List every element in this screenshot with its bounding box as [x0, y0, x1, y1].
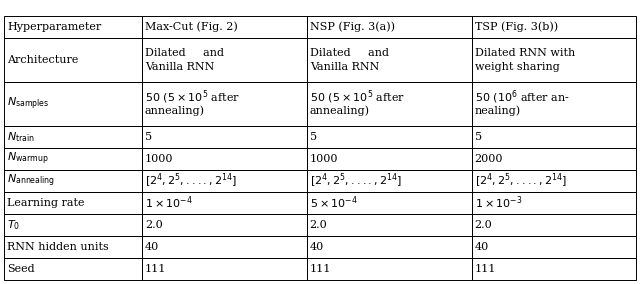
- Text: $50\ (5 \times 10^5$ after: $50\ (5 \times 10^5$ after: [310, 89, 404, 106]
- Text: NSP (Fig. 3(a)): NSP (Fig. 3(a)): [310, 22, 395, 32]
- Text: $N_{\mathrm{warmup}}$: $N_{\mathrm{warmup}}$: [7, 151, 49, 167]
- Text: Vanilla RNN: Vanilla RNN: [310, 62, 379, 72]
- Text: $N_{\mathrm{annealing}}$: $N_{\mathrm{annealing}}$: [7, 173, 55, 189]
- Bar: [307, 214, 472, 236]
- Bar: [472, 236, 636, 258]
- Bar: [4, 16, 142, 38]
- Bar: [307, 192, 472, 214]
- Bar: [4, 38, 142, 82]
- Bar: [4, 82, 142, 126]
- Bar: [142, 148, 307, 170]
- Text: 2.0: 2.0: [310, 220, 328, 230]
- Bar: [472, 258, 636, 280]
- Text: nealing): nealing): [475, 105, 521, 116]
- Text: 2000: 2000: [475, 154, 503, 164]
- Text: $50\ (5 \times 10^5$ after: $50\ (5 \times 10^5$ after: [145, 89, 240, 106]
- Bar: [142, 38, 307, 82]
- Bar: [307, 82, 472, 126]
- Text: annealing): annealing): [145, 105, 205, 116]
- Bar: [472, 214, 636, 236]
- Bar: [4, 148, 142, 170]
- Text: $T_0$: $T_0$: [7, 218, 20, 232]
- Bar: [472, 126, 636, 148]
- Bar: [472, 82, 636, 126]
- Text: RNN hidden units: RNN hidden units: [7, 242, 109, 252]
- Text: $[2^4, 2^5, ...., 2^{14}]$: $[2^4, 2^5, ...., 2^{14}]$: [310, 172, 402, 190]
- Text: $1 \times 10^{-3}$: $1 \times 10^{-3}$: [475, 195, 522, 211]
- Bar: [307, 38, 472, 82]
- Text: 40: 40: [310, 242, 324, 252]
- Text: 1000: 1000: [310, 154, 338, 164]
- Text: $5 \times 10^{-4}$: $5 \times 10^{-4}$: [310, 195, 358, 211]
- Text: Max-Cut (Fig. 2): Max-Cut (Fig. 2): [145, 22, 237, 32]
- Text: Seed: Seed: [7, 264, 35, 274]
- Text: $N_{\mathrm{samples}}$: $N_{\mathrm{samples}}$: [7, 96, 49, 112]
- Text: Dilated     and: Dilated and: [145, 48, 224, 59]
- Text: 2.0: 2.0: [475, 220, 492, 230]
- Text: 111: 111: [310, 264, 331, 274]
- Bar: [472, 170, 636, 192]
- Text: $[2^4, 2^5, ...., 2^{14}]$: $[2^4, 2^5, ...., 2^{14}]$: [145, 172, 237, 190]
- Bar: [307, 258, 472, 280]
- Text: 2.0: 2.0: [145, 220, 163, 230]
- Text: Dilated     and: Dilated and: [310, 48, 388, 59]
- Bar: [472, 16, 636, 38]
- Text: annealing): annealing): [310, 105, 370, 116]
- Text: 40: 40: [475, 242, 489, 252]
- Bar: [142, 258, 307, 280]
- Text: Hyperparameter: Hyperparameter: [7, 22, 101, 32]
- Text: $50\ (10^6$ after an-: $50\ (10^6$ after an-: [475, 89, 570, 106]
- Text: 5: 5: [475, 132, 482, 142]
- Text: TSP (Fig. 3(b)): TSP (Fig. 3(b)): [475, 22, 558, 32]
- Bar: [307, 170, 472, 192]
- Bar: [307, 126, 472, 148]
- Text: 5: 5: [145, 132, 152, 142]
- Text: 111: 111: [475, 264, 496, 274]
- Bar: [142, 126, 307, 148]
- Bar: [142, 170, 307, 192]
- Text: 5: 5: [310, 132, 317, 142]
- Bar: [4, 258, 142, 280]
- Text: weight sharing: weight sharing: [475, 62, 559, 72]
- Text: Learning rate: Learning rate: [7, 198, 84, 208]
- Bar: [4, 236, 142, 258]
- Bar: [472, 38, 636, 82]
- Bar: [472, 148, 636, 170]
- Text: 111: 111: [145, 264, 166, 274]
- Bar: [307, 148, 472, 170]
- Bar: [142, 214, 307, 236]
- Bar: [4, 192, 142, 214]
- Bar: [472, 192, 636, 214]
- Bar: [142, 16, 307, 38]
- Text: Dilated RNN with: Dilated RNN with: [475, 48, 575, 59]
- Bar: [142, 192, 307, 214]
- Text: Architecture: Architecture: [7, 55, 78, 65]
- Text: 1000: 1000: [145, 154, 173, 164]
- Bar: [4, 126, 142, 148]
- Text: Vanilla RNN: Vanilla RNN: [145, 62, 214, 72]
- Text: $N_{\mathrm{train}}$: $N_{\mathrm{train}}$: [7, 130, 35, 144]
- Text: $[2^4, 2^5, ...., 2^{14}]$: $[2^4, 2^5, ...., 2^{14}]$: [475, 172, 566, 190]
- Bar: [4, 170, 142, 192]
- Bar: [307, 16, 472, 38]
- Bar: [142, 82, 307, 126]
- Text: 40: 40: [145, 242, 159, 252]
- Bar: [307, 236, 472, 258]
- Bar: [4, 214, 142, 236]
- Bar: [142, 236, 307, 258]
- Text: $1 \times 10^{-4}$: $1 \times 10^{-4}$: [145, 195, 193, 211]
